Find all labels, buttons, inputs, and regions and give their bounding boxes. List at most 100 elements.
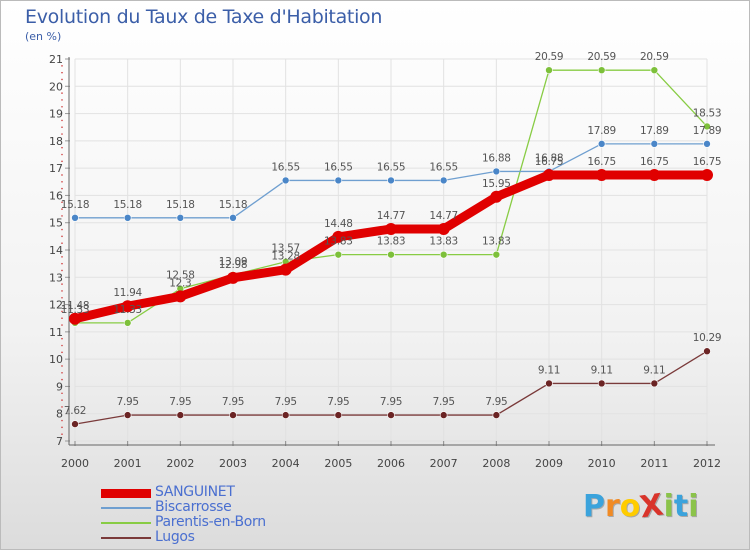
y-minor-tick: [61, 160, 63, 163]
y-tick-label: 17: [49, 162, 63, 175]
chart-title: Evolution du Taux de Taxe d'Habitation: [25, 6, 383, 28]
y-minor-tick: [61, 317, 63, 320]
data-label: 13.83: [429, 236, 458, 248]
logo-letter: i: [688, 489, 699, 524]
data-point: [71, 214, 79, 222]
data-point: [229, 214, 237, 222]
data-point: [648, 168, 661, 181]
data-point: [334, 176, 343, 185]
data-point: [543, 168, 555, 181]
data-label: 12.58: [166, 270, 195, 282]
data-label: 11.33: [61, 304, 90, 316]
data-point: [597, 140, 606, 148]
y-minor-tick: [61, 269, 63, 272]
data-point: [176, 214, 185, 222]
data-point: [650, 379, 659, 388]
data-point: [279, 263, 292, 276]
data-point: [123, 411, 132, 419]
logo-letter: i: [663, 489, 674, 524]
x-tick-label: 2002: [166, 457, 194, 470]
data-point: [545, 66, 553, 74]
y-minor-tick: [61, 283, 63, 285]
y-minor-tick: [61, 426, 63, 429]
data-label: 7.95: [327, 396, 349, 408]
y-tick-label: 18: [49, 135, 63, 148]
x-tick-label: 2006: [377, 457, 405, 470]
data-label: 17.89: [693, 125, 722, 137]
y-minor-tick: [61, 228, 63, 231]
y-tick-label: 7: [56, 435, 63, 448]
data-label: 12.98: [219, 259, 248, 271]
data-label: 7.95: [380, 396, 402, 408]
legend-swatch: [101, 489, 151, 498]
logo-letter: r: [605, 489, 620, 524]
y-tick-label: 19: [49, 108, 63, 121]
data-point: [385, 222, 397, 235]
data-label: 9.11: [538, 364, 560, 376]
data-label: 7.62: [64, 405, 86, 417]
y-minor-tick: [61, 351, 63, 354]
data-point: [490, 190, 503, 203]
y-minor-tick: [61, 242, 63, 244]
x-tick-label: 2003: [219, 457, 247, 470]
data-label: 13.28: [271, 251, 300, 263]
y-tick-label: 8: [56, 408, 63, 421]
y-minor-tick: [61, 180, 63, 183]
x-tick-label: 2011: [640, 457, 668, 470]
y-minor-tick: [61, 71, 63, 74]
y-minor-tick: [61, 365, 63, 367]
legend-label: SANGUINET: [155, 484, 235, 500]
y-tick-label: 15: [49, 217, 63, 230]
y-tick-label: 21: [49, 53, 63, 66]
data-label: 11.48: [61, 300, 90, 312]
y-minor-tick: [61, 201, 63, 204]
logo-letter: o: [619, 489, 641, 524]
logo-letter: t: [673, 489, 689, 524]
y-minor-tick: [61, 153, 63, 156]
data-point: [595, 168, 608, 181]
data-label: 16.88: [535, 152, 564, 164]
data-label: 20.59: [535, 51, 564, 63]
y-minor-tick: [61, 337, 63, 340]
y-minor-tick: [61, 99, 63, 101]
x-tick-label: 2004: [272, 457, 300, 470]
data-point: [439, 250, 448, 259]
proxiti-logo: ProXiti: [583, 487, 699, 526]
y-minor-tick: [61, 378, 63, 381]
y-tick-label: 20: [49, 80, 63, 93]
data-label: 16.55: [377, 161, 406, 173]
y-minor-tick: [61, 126, 63, 129]
legend-label: Lugos: [155, 529, 195, 545]
data-point: [703, 347, 711, 356]
data-point: [545, 379, 553, 388]
y-minor-tick: [61, 344, 63, 347]
data-label: 16.55: [429, 161, 458, 173]
legend-swatch: [101, 522, 151, 524]
data-label: 13.09: [219, 256, 248, 268]
data-label: 13.57: [271, 243, 300, 255]
data-label: 7.95: [169, 396, 191, 408]
legend-label: Biscarrosse: [155, 499, 232, 515]
data-label: 7.95: [222, 396, 244, 408]
data-point: [492, 167, 501, 176]
data-point: [71, 420, 79, 428]
x-tick-label: 2000: [61, 457, 89, 470]
data-label: 10.29: [693, 332, 722, 344]
y-tick-label: 11: [49, 326, 63, 339]
data-label: 16.88: [482, 152, 511, 164]
logo-letter: X: [638, 487, 666, 526]
y-minor-tick: [61, 310, 63, 313]
data-point: [227, 271, 239, 284]
data-label: 15.18: [113, 199, 142, 211]
y-minor-tick: [61, 78, 63, 81]
data-point: [281, 176, 290, 185]
data-point: [650, 66, 659, 74]
y-minor-tick: [61, 92, 63, 94]
data-label: 15.95: [482, 178, 511, 190]
data-label: 13.83: [324, 236, 353, 248]
y-minor-tick: [61, 187, 63, 190]
data-point: [597, 379, 606, 388]
x-tick-label: 2005: [324, 457, 352, 470]
data-label: 16.75: [587, 156, 616, 168]
x-tick-label: 2007: [430, 457, 458, 470]
